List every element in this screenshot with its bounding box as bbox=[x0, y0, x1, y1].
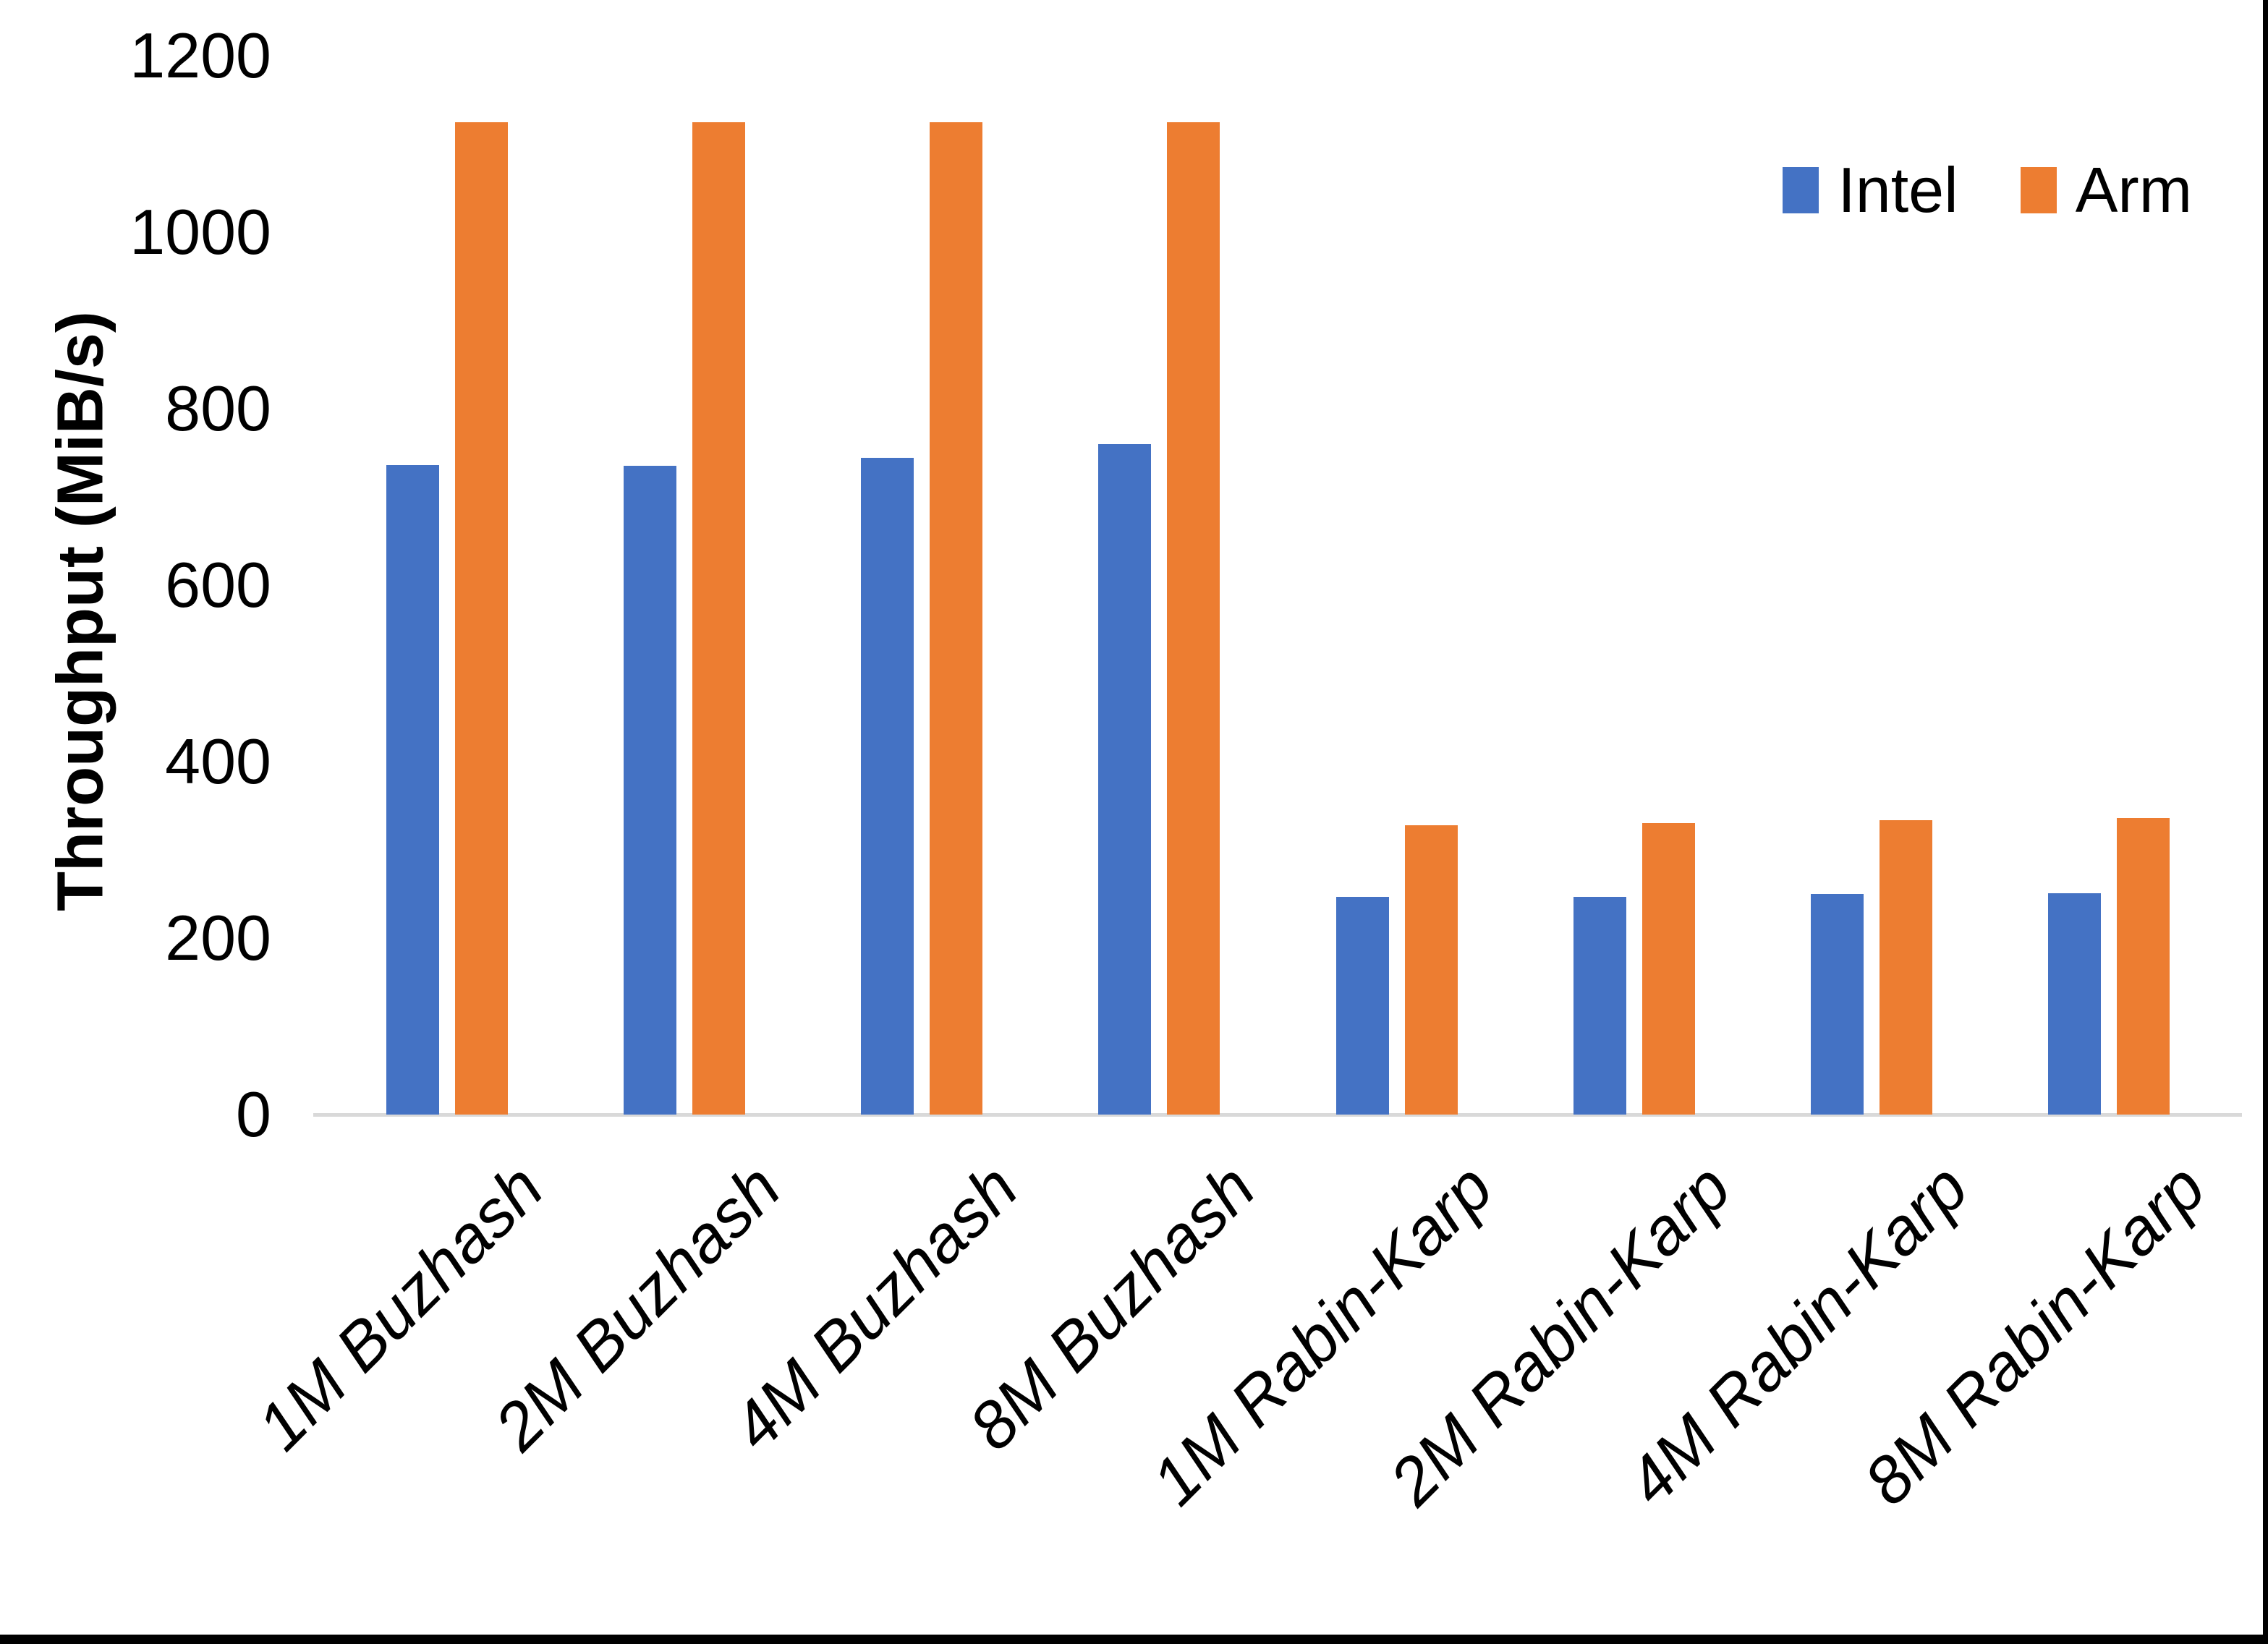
bar-arm-4m-buzhash bbox=[930, 122, 983, 1115]
figure-border-bottom bbox=[0, 1635, 2268, 1644]
legend-item-intel: Intel bbox=[1783, 153, 1958, 227]
legend-swatch-arm bbox=[2020, 167, 2057, 213]
bar-arm-8m-rabin-karp bbox=[2117, 818, 2170, 1115]
y-axis-tick-label: 1200 bbox=[129, 20, 271, 91]
y-axis-tick-label: 600 bbox=[165, 549, 271, 621]
x-axis-line bbox=[313, 1113, 2242, 1117]
bar-arm-2m-buzhash bbox=[692, 122, 745, 1115]
y-axis-tick-label: 800 bbox=[165, 372, 271, 444]
legend-label: Arm bbox=[2075, 154, 2192, 226]
legend-item-arm: Arm bbox=[2020, 153, 2192, 227]
y-axis-tick-label: 1000 bbox=[129, 196, 271, 268]
bar-arm-4m-rabin-karp bbox=[1880, 819, 1933, 1115]
bar-arm-1m-rabin-karp bbox=[1404, 825, 1458, 1115]
plot-area bbox=[313, 56, 2242, 1117]
y-axis-tick-label: 200 bbox=[165, 902, 271, 974]
bar-arm-2m-rabin-karp bbox=[1641, 823, 1695, 1115]
legend-swatch-intel bbox=[1783, 167, 1819, 213]
bar-intel-8m-buzhash bbox=[1098, 443, 1152, 1115]
bar-arm-8m-buzhash bbox=[1167, 122, 1220, 1115]
bar-intel-1m-rabin-karp bbox=[1335, 896, 1389, 1115]
legend-label: Intel bbox=[1838, 154, 1958, 226]
bar-intel-2m-rabin-karp bbox=[1573, 896, 1626, 1115]
bar-intel-4m-buzhash bbox=[861, 458, 914, 1115]
figure-border-right bbox=[2263, 0, 2268, 1644]
bar-arm-1m-buzhash bbox=[454, 122, 508, 1115]
bar-intel-1m-buzhash bbox=[386, 465, 439, 1115]
bar-intel-2m-buzhash bbox=[623, 466, 676, 1115]
bar-intel-8m-rabin-karp bbox=[2048, 893, 2102, 1115]
y-axis-tick-label: 0 bbox=[236, 1078, 271, 1150]
legend: Intel Arm bbox=[1783, 153, 2192, 227]
y-axis-tick-label: 400 bbox=[165, 725, 271, 797]
bar-intel-4m-rabin-karp bbox=[1811, 894, 1864, 1115]
